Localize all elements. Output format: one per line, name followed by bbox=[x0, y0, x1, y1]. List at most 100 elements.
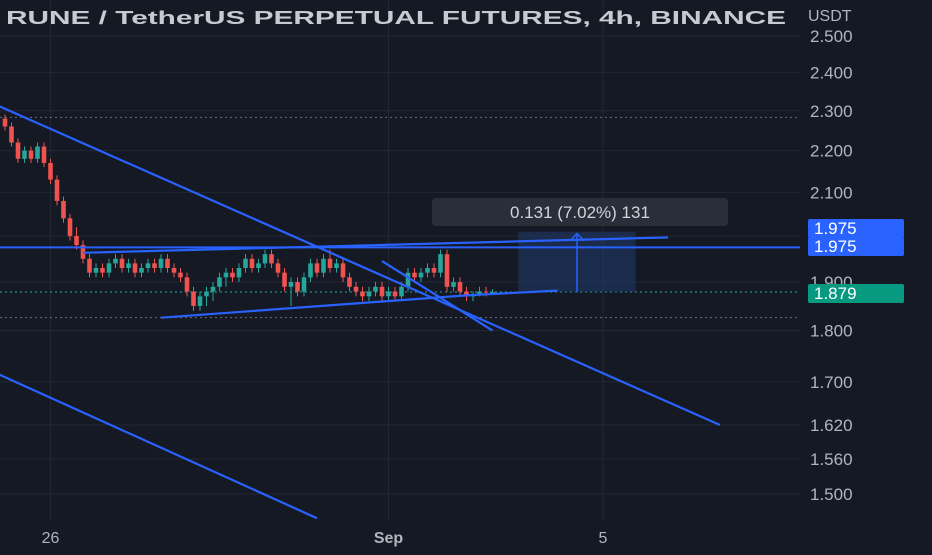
candle-body bbox=[54, 179, 60, 201]
candle-body bbox=[451, 282, 456, 287]
candle-body bbox=[425, 268, 430, 273]
candle-body bbox=[9, 126, 14, 143]
measure-arrowhead bbox=[569, 232, 585, 242]
candle bbox=[314, 258, 320, 278]
candle bbox=[412, 268, 417, 283]
trendlines[interactable] bbox=[0, 103, 800, 520]
measure-tool[interactable]: 0.131 (7.02%) 131 bbox=[432, 198, 728, 293]
price-badge-bg bbox=[808, 219, 904, 238]
candle-body bbox=[386, 291, 391, 297]
candle-body bbox=[360, 291, 365, 297]
candle bbox=[145, 258, 151, 273]
candle-body bbox=[139, 268, 144, 273]
price-badge-bg bbox=[808, 237, 904, 256]
candle-body bbox=[412, 272, 417, 278]
time-axis-bg bbox=[0, 520, 932, 550]
candle-body bbox=[295, 282, 300, 292]
candle-body bbox=[106, 263, 112, 273]
time-axis[interactable]: 26 Sep 5 bbox=[0, 520, 932, 550]
candle bbox=[9, 122, 14, 147]
candle-body bbox=[444, 254, 450, 287]
candle-body bbox=[197, 296, 203, 306]
candle-body bbox=[165, 258, 170, 269]
candle bbox=[451, 277, 456, 292]
candle bbox=[152, 258, 157, 273]
candle bbox=[15, 138, 21, 163]
candle bbox=[119, 254, 125, 273]
descending-channel-upper bbox=[0, 105, 721, 427]
candle-body bbox=[41, 146, 47, 163]
price-badge-label: 1.975 bbox=[814, 219, 857, 238]
chart-title: RUNE / TetherUS PERPETUAL FUTURES, 4h, B… bbox=[6, 8, 786, 28]
candle-body bbox=[340, 263, 346, 278]
candle-body bbox=[464, 291, 469, 297]
candle-body bbox=[236, 268, 242, 278]
candle bbox=[184, 272, 190, 297]
candle bbox=[288, 277, 294, 306]
x-tick-label: 5 bbox=[599, 530, 608, 547]
candle-body bbox=[171, 268, 177, 273]
wedge-apex-extension bbox=[466, 289, 558, 297]
candle bbox=[204, 286, 209, 306]
level-price-badge: 1.975 bbox=[808, 219, 904, 238]
descending-channel-lower bbox=[0, 373, 318, 520]
candle-body bbox=[379, 286, 385, 297]
candle bbox=[165, 254, 170, 273]
candle-body bbox=[230, 272, 235, 278]
candle-body bbox=[243, 258, 248, 269]
candle bbox=[321, 254, 326, 278]
candle-body bbox=[178, 272, 183, 278]
candle-body bbox=[392, 291, 398, 297]
candle-body bbox=[301, 277, 307, 292]
y-tick-label: 2.400 bbox=[810, 64, 853, 83]
candle bbox=[126, 258, 131, 273]
candle bbox=[191, 286, 196, 311]
candle bbox=[178, 268, 183, 283]
x-tick-label: Sep bbox=[374, 530, 404, 547]
measure-label: 0.131 (7.02%) 131 bbox=[510, 203, 650, 222]
candle-body bbox=[158, 258, 164, 269]
candle-body bbox=[275, 263, 281, 273]
candle-body bbox=[249, 258, 255, 269]
candle-body bbox=[119, 258, 125, 269]
wedge-lower bbox=[160, 294, 467, 319]
candle-body bbox=[22, 150, 27, 159]
candle bbox=[425, 263, 430, 278]
measure-label-bg bbox=[432, 198, 728, 226]
candle-body bbox=[282, 272, 287, 287]
candle-body bbox=[113, 258, 118, 264]
candle bbox=[262, 249, 268, 269]
candle bbox=[418, 268, 424, 283]
candle bbox=[210, 282, 216, 302]
candle bbox=[61, 196, 66, 223]
candle bbox=[243, 254, 248, 273]
candle bbox=[392, 286, 398, 302]
candle-body bbox=[366, 291, 372, 297]
candle-body bbox=[67, 218, 73, 237]
candle bbox=[295, 277, 300, 297]
candle bbox=[360, 286, 365, 302]
candle-body bbox=[399, 286, 404, 297]
candle bbox=[457, 277, 463, 297]
candle-body bbox=[2, 118, 8, 127]
candle bbox=[256, 258, 261, 273]
currency-label: USDT bbox=[808, 8, 852, 25]
candle bbox=[132, 258, 138, 278]
candle bbox=[171, 263, 177, 278]
candle bbox=[197, 291, 203, 311]
level-price-badge: 1.975 bbox=[808, 237, 904, 256]
candle-body bbox=[61, 200, 66, 219]
candle bbox=[158, 254, 164, 273]
candle bbox=[373, 282, 378, 297]
candle bbox=[386, 286, 391, 302]
candle bbox=[269, 249, 274, 269]
candle bbox=[41, 142, 47, 168]
candle-body bbox=[483, 291, 489, 293]
candle-body bbox=[145, 263, 151, 269]
price-axis[interactable]: 2.5002.4002.3002.2002.1002.0001.9001.800… bbox=[808, 27, 904, 504]
candle-body bbox=[204, 291, 209, 297]
candle bbox=[48, 158, 53, 184]
